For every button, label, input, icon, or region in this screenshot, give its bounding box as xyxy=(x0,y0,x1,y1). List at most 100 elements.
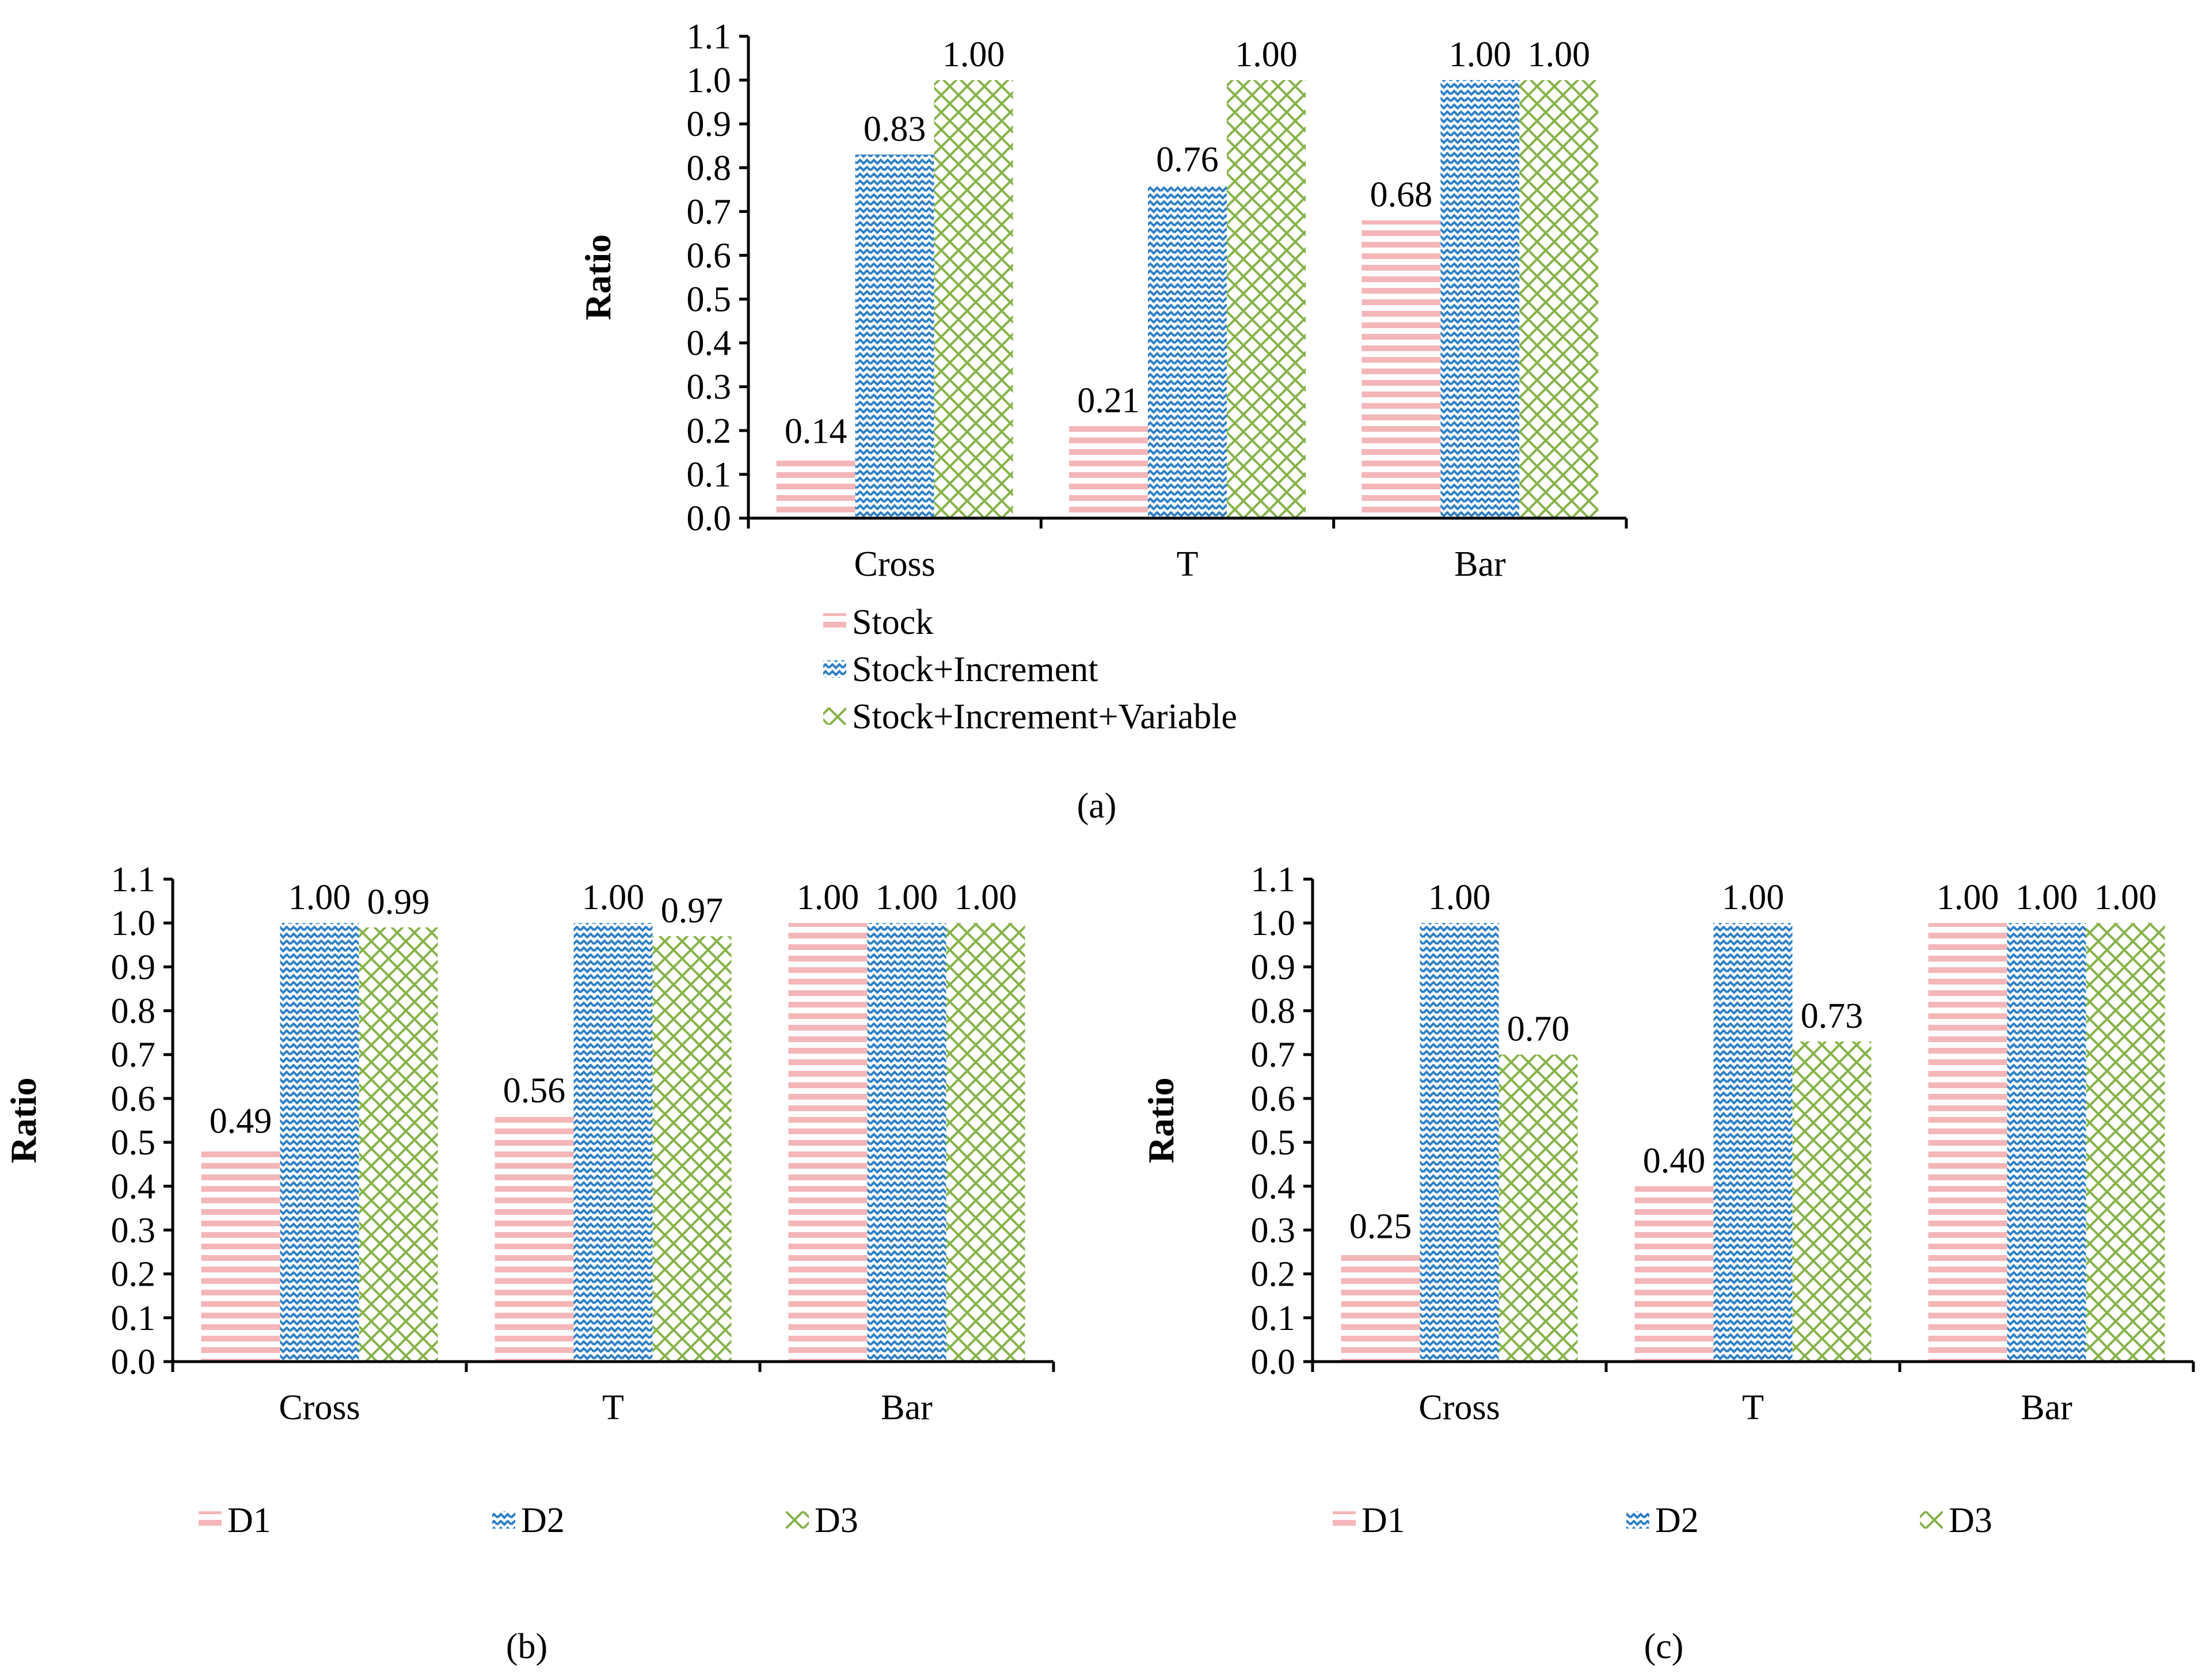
y-tick-label-b-2: 0.2 xyxy=(111,1255,156,1294)
data-label-c-cross-s1: 0.25 xyxy=(1349,1207,1412,1246)
y-axis-label-a: Ratio xyxy=(577,234,618,320)
y-tick-label-c-9: 0.9 xyxy=(1251,948,1296,987)
y-tick-label-a-1: 0.1 xyxy=(687,455,732,495)
y-axis-label-c: Ratio xyxy=(1140,1077,1181,1163)
legend-label-c-2: D2 xyxy=(1655,1501,1699,1540)
data-label-b-cross-s2: 1.00 xyxy=(288,878,351,917)
y-tick-label-a-4: 0.4 xyxy=(687,324,732,363)
bar-b-t-s2 xyxy=(573,923,653,1362)
panel-label-a: (a) xyxy=(1077,786,1117,826)
legend-swatch-c-stripe xyxy=(1333,1511,1356,1529)
bar-c-bar-s1 xyxy=(1928,923,2007,1362)
x-tick-label-b-cross: Cross xyxy=(279,1388,360,1427)
y-tick-label-b-4: 0.4 xyxy=(111,1167,156,1206)
data-label-a-cross-s2: 0.83 xyxy=(864,109,926,149)
data-label-b-bar-s3: 1.00 xyxy=(954,878,1017,917)
y-tick-label-b-6: 0.6 xyxy=(111,1080,156,1119)
legend-swatch-a-lattice xyxy=(823,708,846,725)
data-label-b-cross-s3: 0.99 xyxy=(367,883,430,922)
bar-c-t-s1 xyxy=(1634,1186,1714,1362)
y-tick-label-c-11: 1.1 xyxy=(1251,860,1296,899)
legend-label-c-3: D3 xyxy=(1949,1501,1992,1540)
bar-a-t-s3 xyxy=(1227,80,1306,518)
y-tick-label-c-4: 0.4 xyxy=(1251,1167,1296,1206)
data-label-b-t-s1: 0.56 xyxy=(503,1071,566,1110)
data-label-b-t-s3: 0.97 xyxy=(661,891,724,930)
data-label-c-t-s1: 0.40 xyxy=(1643,1141,1706,1180)
y-tick-label-a-9: 0.9 xyxy=(687,105,732,144)
data-label-a-t-s2: 0.76 xyxy=(1156,140,1219,180)
bar-a-cross-s1 xyxy=(776,457,855,518)
y-tick-label-c-5: 0.5 xyxy=(1251,1123,1296,1162)
legend-label-c-1: D1 xyxy=(1361,1501,1405,1540)
y-tick-label-c-10: 1.0 xyxy=(1251,904,1296,943)
data-label-b-t-s2: 1.00 xyxy=(582,878,645,917)
panel-label-b: (b) xyxy=(506,1627,547,1666)
panel-label-c: (c) xyxy=(1644,1627,1684,1666)
x-tick-label-b-t: T xyxy=(602,1388,624,1427)
chart-panel-b: 0.49 0.56 1.00 1.00 1.00 1.00 0.99 0.97 1.00 0.0 0… xyxy=(3,860,1055,1540)
bar-c-bar-s3 xyxy=(2086,923,2165,1362)
bar-c-t-s3 xyxy=(1792,1041,1872,1362)
y-tick-label-a-11: 1.1 xyxy=(687,17,732,56)
bar-c-t-s2 xyxy=(1713,923,1793,1362)
y-tick-label-c-0: 0.0 xyxy=(1251,1343,1296,1382)
y-tick-label-b-0: 0.0 xyxy=(111,1343,156,1382)
y-tick-label-a-6: 0.6 xyxy=(687,236,732,275)
y-tick-label-c-7: 0.7 xyxy=(1251,1036,1296,1075)
data-label-c-t-s3: 0.73 xyxy=(1801,997,1863,1036)
x-tick-label-c-bar: Bar xyxy=(2021,1388,2072,1427)
data-label-a-bar-s2: 1.00 xyxy=(1449,35,1512,74)
y-tick-label-a-3: 0.3 xyxy=(687,368,732,407)
x-tick-label-a-cross: Cross xyxy=(854,545,935,584)
data-label-a-bar-s3: 1.00 xyxy=(1528,35,1591,74)
y-tick-label-c-1: 0.1 xyxy=(1251,1299,1296,1338)
y-tick-label-b-5: 0.5 xyxy=(111,1123,156,1162)
data-label-c-cross-s2: 1.00 xyxy=(1428,878,1491,917)
bar-c-cross-s3 xyxy=(1499,1054,1578,1362)
y-tick-label-b-1: 0.1 xyxy=(111,1299,156,1338)
data-label-a-t-s1: 0.21 xyxy=(1077,381,1140,420)
y-tick-label-a-10: 1.0 xyxy=(687,61,732,100)
bar-b-bar-s1 xyxy=(788,923,868,1362)
bar-b-bar-s2 xyxy=(867,923,946,1362)
bar-b-bar-s3 xyxy=(946,923,1025,1362)
x-tick-label-b-bar: Bar xyxy=(881,1388,933,1427)
y-tick-label-b-7: 0.7 xyxy=(111,1036,156,1075)
bar-b-cross-s2 xyxy=(280,923,359,1362)
x-tick-label-a-bar: Bar xyxy=(1454,545,1506,584)
bar-b-cross-s3 xyxy=(359,927,438,1362)
legend-swatch-b-lattice xyxy=(786,1511,809,1529)
bar-c-cross-s1 xyxy=(1341,1252,1420,1362)
data-label-c-bar-s1: 1.00 xyxy=(1937,878,1999,917)
x-tick-label-c-cross: Cross xyxy=(1418,1388,1500,1427)
legend-label-a-1: Stock xyxy=(852,603,933,642)
bar-c-bar-s2 xyxy=(2007,923,2086,1362)
y-tick-label-b-10: 1.0 xyxy=(111,904,156,943)
data-label-c-bar-s3: 1.00 xyxy=(2094,878,2157,917)
chart-panel-a: 0.14 0.21 0.68 0.83 0.76 1.00 1.00 1.00 1.00 0.0 0… xyxy=(577,17,1628,736)
y-tick-label-b-11: 1.1 xyxy=(111,860,156,899)
y-tick-label-c-6: 0.6 xyxy=(1251,1080,1296,1119)
y-tick-label-a-5: 0.5 xyxy=(687,280,732,320)
bar-a-t-s2 xyxy=(1148,185,1227,518)
bar-a-cross-s2 xyxy=(855,154,934,519)
x-tick-label-c-t: T xyxy=(1742,1388,1764,1427)
legend-label-a-3: Stock+Increment+Variable xyxy=(852,697,1237,736)
y-axis-label-b: Ratio xyxy=(3,1077,44,1163)
bar-a-bar-s1 xyxy=(1361,220,1441,519)
legend-swatch-c-lattice xyxy=(1920,1511,1943,1529)
data-label-a-cross-s1: 0.14 xyxy=(785,412,847,451)
bar-b-t-s3 xyxy=(652,936,732,1362)
y-tick-label-b-9: 0.9 xyxy=(111,948,156,987)
data-label-a-bar-s1: 0.68 xyxy=(1370,176,1433,215)
y-tick-label-c-8: 0.8 xyxy=(1251,992,1296,1031)
bar-a-cross-s3 xyxy=(934,80,1013,518)
data-label-b-cross-s1: 0.49 xyxy=(210,1102,272,1141)
legend-label-a-2: Stock+Increment xyxy=(852,650,1098,689)
y-tick-label-b-8: 0.8 xyxy=(111,992,156,1031)
bar-a-bar-s3 xyxy=(1519,80,1599,518)
chart-panel-c: 0.25 0.40 1.00 1.00 1.00 1.00 0.70 0.73 1.00 0.0 0… xyxy=(1140,860,2195,1540)
